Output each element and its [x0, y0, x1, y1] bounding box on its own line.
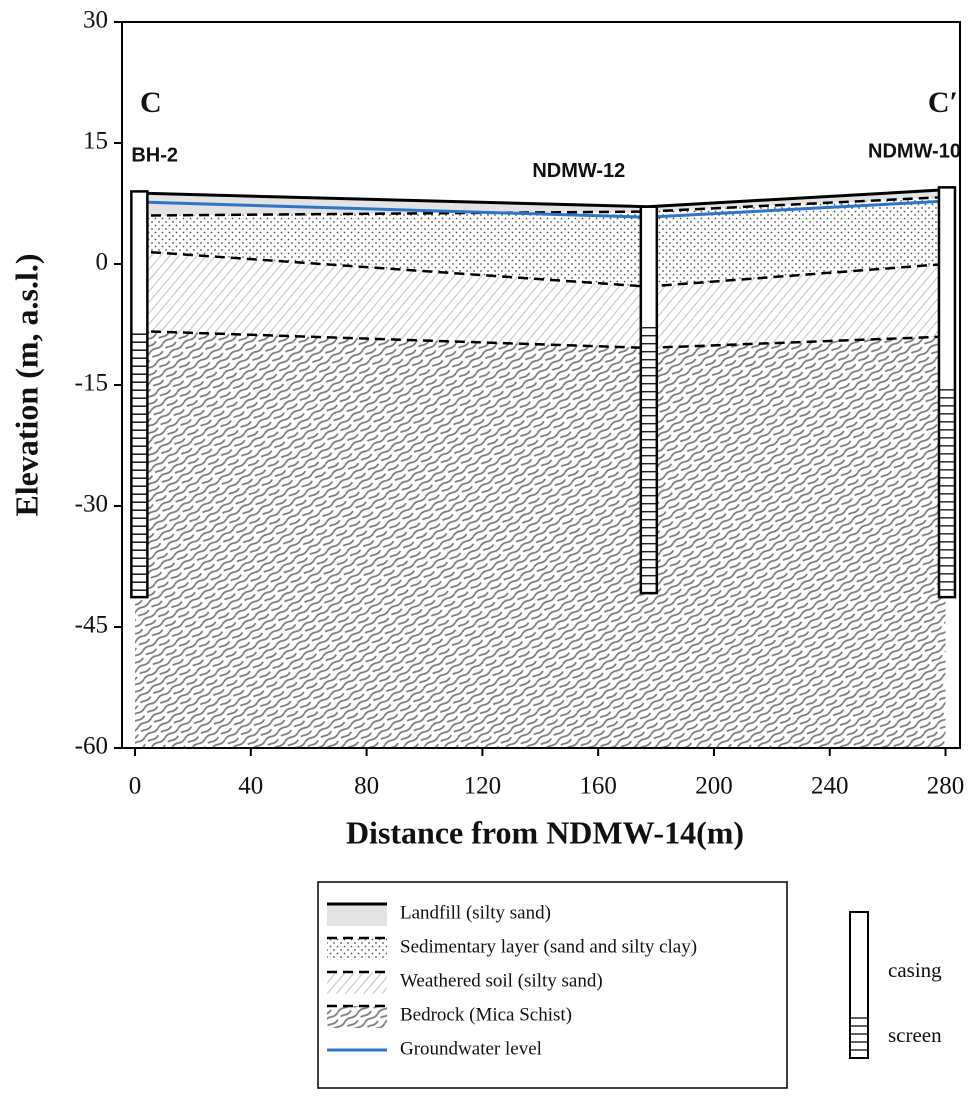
y-tick-label: 0: [96, 249, 109, 276]
legend: Landfill (silty sand) Sedimentary layer (…: [327, 902, 942, 1059]
legend-label: Bedrock (Mica Schist): [400, 1004, 572, 1025]
x-tick-label: 80: [354, 773, 379, 800]
x-tick-label: 280: [927, 773, 965, 800]
y-axis-label: Elevation (m, a.s.l.): [8, 253, 44, 516]
well-label: NDMW-12: [532, 160, 625, 182]
well-screen: [131, 333, 148, 591]
x-axis-label: Distance from NDMW-14(m): [346, 814, 744, 850]
layer-fill: [135, 251, 946, 348]
legend-swatch: [327, 972, 387, 994]
y-tick-label: -60: [75, 733, 108, 760]
legend-casing: [849, 911, 869, 1059]
x-tick-label: 120: [464, 773, 502, 800]
legend-swatch: [327, 1006, 387, 1028]
legend-label: Sedimentary layer (sand and silty clay): [400, 936, 697, 957]
layer-fill: [135, 330, 946, 748]
x-tick-label: 160: [579, 773, 617, 800]
legend-label: Landfill (silty sand): [400, 902, 551, 923]
well-label: BH-2: [131, 145, 178, 167]
x-tick-label: 200: [695, 773, 733, 800]
well-label: NDMW-10: [868, 141, 961, 163]
section-start: C: [140, 86, 162, 119]
y-tick-label: 15: [83, 128, 108, 155]
layers: [135, 189, 946, 748]
well-legend-label: casing: [888, 958, 942, 982]
legend-swatch: [327, 938, 387, 960]
y-tick-label: -15: [75, 370, 108, 397]
layer-fill: [135, 197, 946, 287]
well-casing: [937, 186, 957, 599]
wells: BH-2 NDMW-12 NDMW-10: [130, 141, 961, 599]
well-screen: [938, 389, 955, 591]
section-end: C′: [928, 86, 958, 119]
legend-box: [317, 881, 788, 1089]
y-tick-label: -45: [75, 612, 108, 639]
legend-swatch: [327, 904, 387, 926]
axes: 0 40 80 120 160 200 240 280 30 15 0 -15 -30 -45 -60: [75, 7, 965, 800]
x-tick-label: 240: [811, 773, 849, 800]
well-casing: [130, 190, 149, 599]
x-tick-label: 0: [129, 773, 142, 800]
well-legend-label: screen: [888, 1023, 942, 1047]
well-screen: [640, 327, 657, 585]
y-tick-label: -30: [75, 491, 108, 518]
legend-label: Weathered soil (silty sand): [400, 970, 603, 991]
y-tick-label: 30: [83, 7, 108, 34]
x-tick-label: 40: [238, 773, 263, 800]
legend-label: Groundwater level: [400, 1038, 542, 1059]
